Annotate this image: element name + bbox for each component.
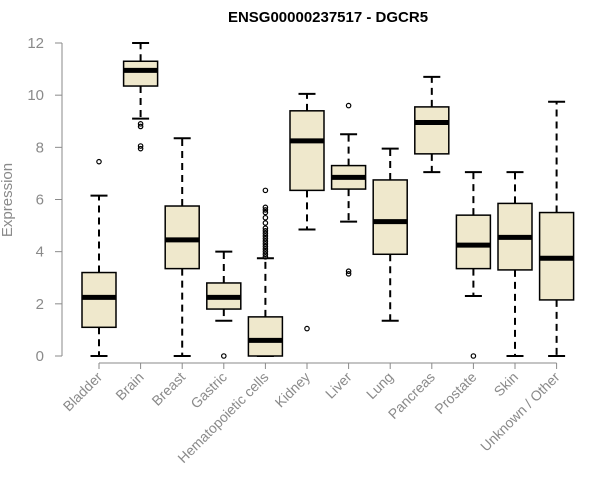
- outlier-point: [262, 207, 269, 213]
- outlier-point: [262, 214, 269, 221]
- iqr-box: [289, 110, 325, 192]
- box-6: [330, 102, 367, 277]
- box-0: [81, 158, 117, 357]
- y-tick-label: 0: [36, 348, 44, 365]
- x-tick-label: Bladder: [60, 369, 106, 415]
- outlier-point: [470, 353, 477, 359]
- outlier-point: [345, 102, 352, 109]
- iqr-box: [414, 106, 450, 155]
- box-1: [122, 42, 159, 152]
- box-8: [414, 75, 450, 174]
- outlier-point: [262, 235, 269, 242]
- outlier-point: [221, 353, 227, 359]
- outlier-point: [262, 225, 269, 231]
- box-11: [538, 100, 575, 357]
- y-tick-label: 4: [36, 244, 44, 261]
- iqr-box: [122, 60, 159, 87]
- outlier-point: [137, 123, 144, 130]
- x-tick-label: Kidney: [272, 369, 314, 411]
- outlier-point: [262, 251, 269, 258]
- outlier-point: [262, 243, 269, 250]
- outlier-point: [262, 187, 269, 194]
- outlier-point: [345, 268, 352, 275]
- outlier-point: [262, 241, 269, 247]
- y-tick-label: 8: [36, 139, 44, 156]
- y-tick-label: 6: [36, 192, 44, 209]
- box-10: [497, 171, 533, 357]
- x-tick-label: Liver: [322, 369, 355, 402]
- outlier-point: [262, 204, 269, 211]
- box-2: [164, 137, 200, 357]
- chart-title: ENSG00000237517 - DGCR5: [228, 9, 428, 26]
- outlier-point: [137, 121, 144, 127]
- outlier-point: [262, 220, 269, 226]
- outlier-point: [262, 228, 269, 234]
- outlier-point: [304, 325, 310, 332]
- box-5: [289, 92, 325, 332]
- box-4: [247, 187, 284, 357]
- outlier-point: [262, 246, 269, 252]
- iqr-box: [455, 214, 492, 270]
- outlier-point: [262, 238, 269, 245]
- x-tick-label: Skin: [491, 369, 522, 400]
- x-tick-label: Brain: [112, 369, 146, 403]
- x-tick-label: Prostate: [431, 369, 479, 417]
- outlier-point: [262, 230, 269, 237]
- y-tick-label: 12: [27, 35, 44, 52]
- box-9: [455, 171, 492, 359]
- y-tick-label: 2: [36, 296, 44, 313]
- iqr-box: [164, 205, 200, 270]
- x-tick-label: Breast: [148, 369, 188, 409]
- outlier-point: [262, 254, 269, 260]
- outlier-point: [262, 248, 269, 255]
- iqr-box: [81, 271, 117, 329]
- outlier-point: [262, 209, 269, 216]
- box-3: [206, 250, 242, 359]
- outlier-point: [137, 143, 144, 149]
- box-series: [81, 42, 575, 359]
- outlier-point: [345, 271, 352, 277]
- box-7: [372, 147, 408, 322]
- iqr-box: [372, 179, 408, 256]
- y-axis: 0 2 4 6 8 10 12: [27, 35, 63, 365]
- x-tick-label: Lung: [363, 369, 396, 402]
- outlier-point: [137, 145, 144, 152]
- outlier-point: [262, 233, 269, 239]
- x-tick-label: Unknown / Other: [477, 369, 563, 455]
- y-tick-label: 10: [27, 87, 44, 104]
- outlier-point: [96, 158, 102, 165]
- y-axis-label: Expression: [0, 163, 16, 237]
- iqr-box: [247, 316, 284, 357]
